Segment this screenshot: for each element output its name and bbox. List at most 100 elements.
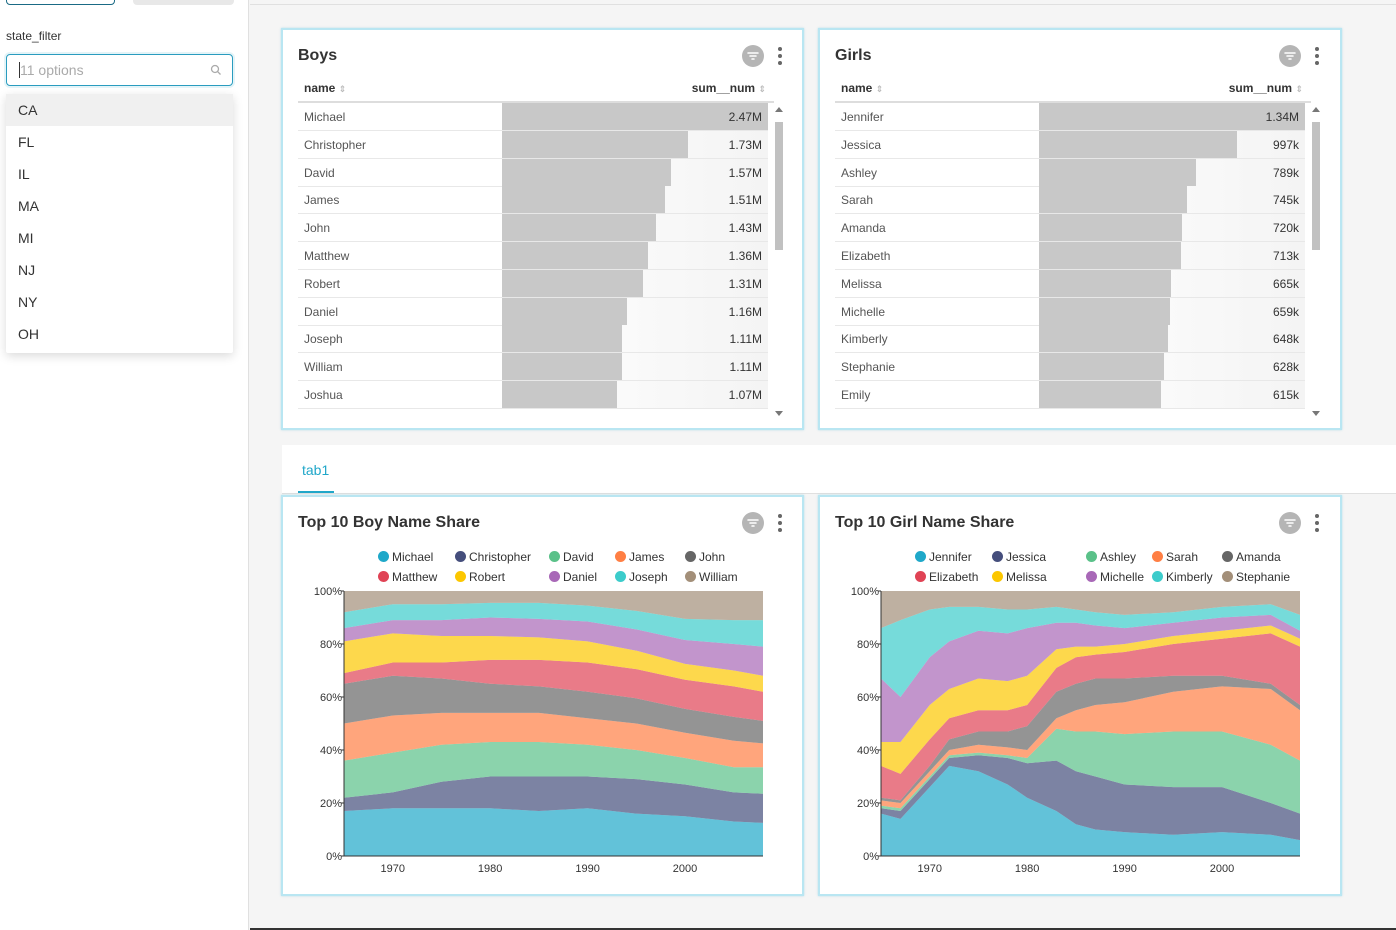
filter-label: state_filter — [6, 29, 62, 43]
legend-item[interactable]: James — [615, 550, 664, 564]
legend-item[interactable]: Jennifer — [915, 550, 972, 564]
area-series[interactable] — [344, 742, 763, 798]
tab-tab1[interactable]: tab1 — [302, 462, 330, 478]
legend-item[interactable]: William — [685, 570, 738, 584]
legend-item[interactable]: Sarah — [1152, 550, 1198, 564]
apply-filters-button[interactable] — [6, 0, 115, 5]
filter-badge-icon[interactable] — [1279, 45, 1301, 67]
table-row[interactable]: William 1.11M — [298, 353, 768, 382]
row-value-bar — [1039, 297, 1170, 325]
filter-option[interactable]: IL — [18, 166, 30, 182]
column-header-value[interactable]: sum__num ⇕ — [691, 81, 766, 95]
table-row[interactable]: Amanda 720k — [835, 214, 1305, 243]
column-header-name[interactable]: name ⇕ — [304, 81, 347, 95]
filter-badge-icon[interactable] — [742, 512, 764, 534]
scroll-up-icon[interactable] — [775, 107, 783, 112]
table-row[interactable]: Melissa 665k — [835, 269, 1305, 298]
table-row[interactable]: Stephanie 628k — [835, 353, 1305, 382]
scroll-down-icon[interactable] — [775, 411, 783, 416]
legend-item[interactable]: Daniel — [549, 570, 597, 584]
legend-item[interactable]: Michael — [378, 550, 433, 564]
area-series[interactable] — [881, 614, 1300, 743]
table-row[interactable]: James 1.51M — [298, 186, 768, 215]
table-row[interactable]: Ashley 789k — [835, 158, 1305, 187]
table-row[interactable]: Robert 1.31M — [298, 269, 768, 298]
scroll-thumb[interactable] — [1312, 122, 1320, 250]
table-row[interactable]: Daniel 1.16M — [298, 297, 768, 326]
table-row[interactable]: Jennifer 1.34M — [835, 103, 1305, 131]
legend-item[interactable]: Matthew — [378, 570, 437, 584]
table-row[interactable]: David 1.57M — [298, 158, 768, 187]
filter-option[interactable]: NY — [18, 294, 38, 310]
legend-item[interactable]: Michelle — [1086, 570, 1144, 584]
area-series[interactable] — [344, 633, 763, 692]
legend-label: Matthew — [392, 570, 438, 584]
legend-item[interactable]: David — [549, 550, 594, 564]
area-series[interactable] — [344, 675, 763, 744]
table-row[interactable]: Jessica 997k — [835, 130, 1305, 159]
scroll-up-icon[interactable] — [1312, 107, 1320, 112]
legend-item[interactable]: Stephanie — [1222, 570, 1290, 584]
table-row[interactable]: Sarah 745k — [835, 186, 1305, 215]
clear-filters-button[interactable] — [133, 0, 234, 5]
area-series[interactable] — [344, 776, 763, 823]
table-row[interactable]: Michelle 659k — [835, 297, 1305, 326]
legend-item[interactable]: Joseph — [615, 570, 668, 584]
legend-item[interactable]: Elizabeth — [915, 570, 978, 584]
legend-item[interactable]: Jessica — [992, 550, 1046, 564]
area-series[interactable] — [344, 712, 763, 768]
area-series[interactable] — [881, 728, 1300, 814]
area-series[interactable] — [881, 765, 1300, 856]
table-row[interactable]: Michael 2.47M — [298, 103, 768, 131]
column-header-value[interactable]: sum__num ⇕ — [1228, 81, 1303, 95]
scroll-down-icon[interactable] — [1312, 411, 1320, 416]
filter-option[interactable]: OH — [18, 326, 39, 342]
more-options-icon[interactable] — [1314, 514, 1320, 532]
area-series[interactable] — [344, 659, 763, 721]
table-scrollbar[interactable] — [774, 103, 784, 419]
filter-option[interactable]: MI — [18, 230, 34, 246]
filter-option[interactable]: FL — [18, 134, 35, 150]
legend-item[interactable]: Kimberly — [1152, 570, 1213, 584]
filter-option[interactable]: MA — [18, 198, 39, 214]
area-series[interactable] — [344, 808, 763, 856]
scroll-thumb[interactable] — [775, 122, 783, 250]
more-options-icon[interactable] — [777, 514, 783, 532]
area-series[interactable] — [881, 591, 1300, 629]
filter-placeholder: 11 options — [20, 62, 84, 78]
area-series[interactable] — [344, 591, 763, 621]
area-series[interactable] — [881, 686, 1300, 809]
table-row[interactable]: Christopher 1.73M — [298, 130, 768, 159]
filter-option[interactable]: NJ — [18, 262, 36, 278]
table-row[interactable]: Joseph 1.11M — [298, 325, 768, 354]
legend-item[interactable]: Christopher — [455, 550, 531, 564]
legend-item[interactable]: Robert — [455, 570, 505, 584]
filter-badge-icon[interactable] — [742, 45, 764, 67]
table-row[interactable]: Emily 615k — [835, 381, 1305, 409]
y-tick-label: 80% — [320, 639, 342, 651]
state-filter-select[interactable]: 11 options — [6, 54, 233, 86]
table-row[interactable]: Elizabeth 713k — [835, 242, 1305, 270]
table-row[interactable]: Joshua 1.07M — [298, 381, 768, 409]
filter-badge-icon[interactable] — [1279, 512, 1301, 534]
legend-item[interactable]: John — [685, 550, 725, 564]
area-series[interactable] — [881, 625, 1300, 774]
table-row[interactable]: Matthew 1.36M — [298, 242, 768, 270]
legend-item[interactable]: Melissa — [992, 570, 1047, 584]
area-series[interactable] — [881, 604, 1300, 697]
column-header-name[interactable]: name ⇕ — [841, 81, 884, 95]
legend-item[interactable]: Amanda — [1222, 550, 1281, 564]
area-series[interactable] — [344, 602, 763, 647]
table-scrollbar[interactable] — [1311, 103, 1321, 419]
area-series[interactable] — [881, 675, 1300, 803]
table-row[interactable]: Kimberly 648k — [835, 325, 1305, 354]
area-series[interactable] — [344, 617, 763, 676]
legend-label: Sarah — [1166, 550, 1199, 564]
filter-option[interactable]: CA — [6, 94, 233, 126]
legend-item[interactable]: Ashley — [1086, 550, 1136, 564]
more-options-icon[interactable] — [777, 47, 783, 65]
table-row[interactable]: John 1.43M — [298, 214, 768, 243]
area-series[interactable] — [881, 755, 1300, 841]
area-series[interactable] — [881, 633, 1300, 801]
more-options-icon[interactable] — [1314, 47, 1320, 65]
